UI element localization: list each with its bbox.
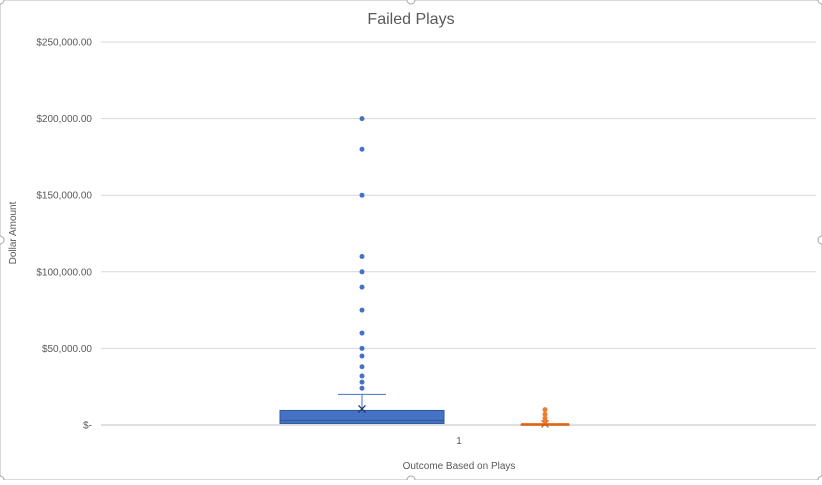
y-tick-label: $150,000.00 bbox=[36, 191, 92, 202]
mean-marker-stroke bbox=[358, 404, 366, 413]
box-series-2 bbox=[520, 407, 570, 428]
x-axis-label: Outcome Based on Plays bbox=[403, 461, 516, 472]
outlier-point bbox=[542, 415, 548, 421]
outlier-point bbox=[359, 146, 365, 152]
y-tick-label: $250,000.00 bbox=[36, 38, 92, 49]
outlier-point bbox=[359, 353, 365, 359]
outlier-point bbox=[542, 407, 548, 413]
outlier-point bbox=[359, 379, 365, 385]
handle-right[interactable] bbox=[817, 235, 822, 245]
y-tick-label: $100,000.00 bbox=[36, 267, 92, 278]
outlier-point bbox=[359, 253, 365, 259]
box bbox=[279, 409, 445, 424]
outlier-point bbox=[359, 284, 365, 290]
y-axis-tick-labels: $- $50,000.00 $100,000.00 $150,000.00 $200,0… bbox=[36, 38, 92, 432]
box-series-1 bbox=[279, 116, 445, 424]
x-tick-label: 1 bbox=[456, 436, 462, 447]
outlier-point bbox=[359, 269, 365, 275]
mean-marker bbox=[358, 404, 366, 413]
outlier-point bbox=[359, 345, 365, 351]
outlier-point bbox=[359, 192, 365, 198]
handle-left[interactable] bbox=[0, 235, 5, 245]
y-tick-label: $50,000.00 bbox=[42, 344, 92, 355]
handle-bottom[interactable] bbox=[406, 475, 416, 485]
outlier-point bbox=[542, 411, 548, 417]
outlier-point bbox=[359, 307, 365, 313]
y-tick-label: $200,000.00 bbox=[36, 114, 92, 125]
y-axis-label: Dollar Amount bbox=[8, 201, 19, 264]
outlier-point bbox=[359, 373, 365, 379]
plot-area bbox=[279, 116, 570, 428]
handle-top-right[interactable] bbox=[817, 0, 822, 5]
handle-top[interactable] bbox=[406, 0, 416, 5]
outlier-point bbox=[359, 116, 365, 122]
chart-title: Failed Plays bbox=[367, 11, 454, 28]
outlier-point bbox=[359, 330, 365, 336]
outlier-point bbox=[359, 364, 365, 370]
outlier-point bbox=[359, 385, 365, 391]
y-tick-label: $- bbox=[83, 421, 92, 432]
handle-top-left[interactable] bbox=[0, 0, 5, 5]
gridlines bbox=[101, 41, 816, 426]
